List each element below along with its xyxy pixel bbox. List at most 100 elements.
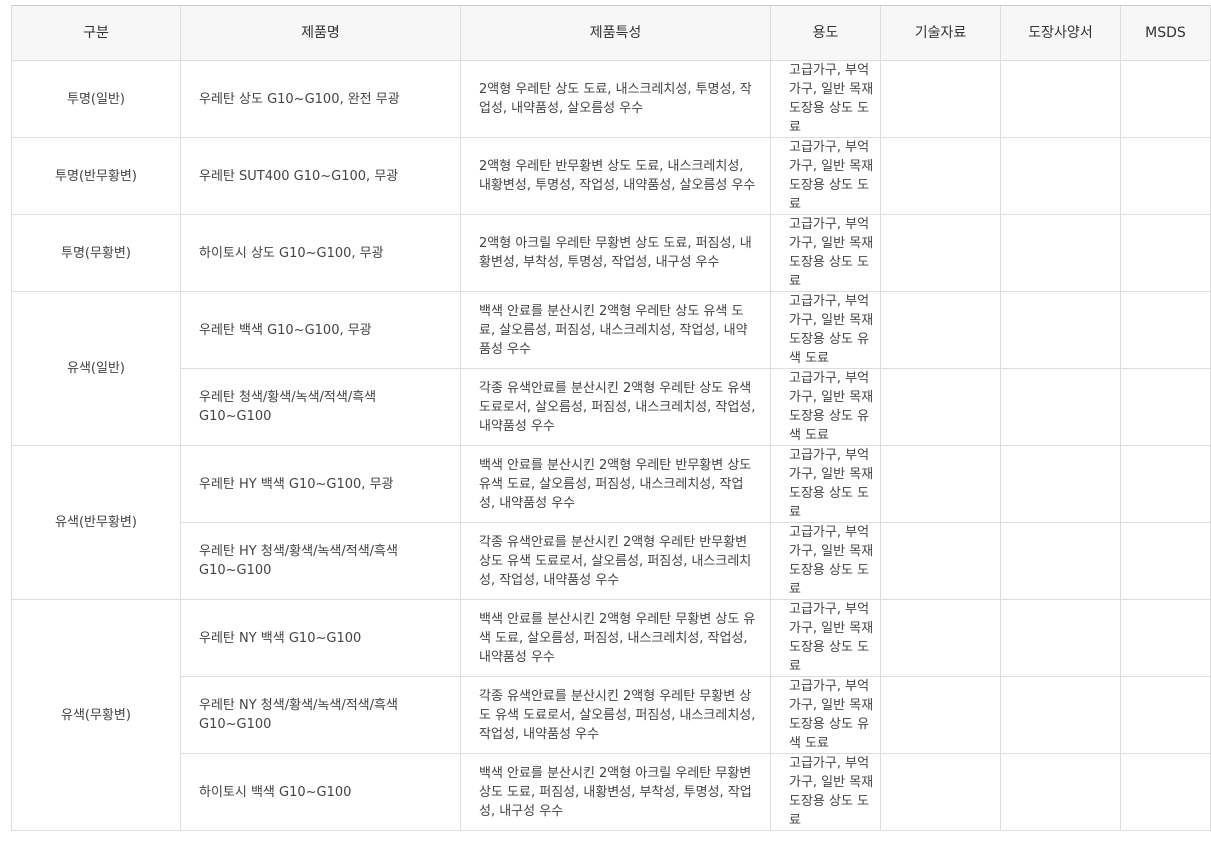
product-usage-text: 고급가구, 부억가구, 일반 목재 도장용 상도 도료 xyxy=(789,63,874,135)
header-cell-text: MSDS xyxy=(1145,24,1186,41)
product-name-text: 우레탄 NY 청색/황색/녹색/적색/흑색 G10~G100 xyxy=(199,698,398,732)
empty-cell xyxy=(1121,677,1211,754)
product-features-text: 각종 유색안료를 분산시킨 2액형 우레탄 반무황변 상도 유색 도료로서, 살… xyxy=(479,534,752,588)
header-cell: 제품명 xyxy=(181,5,461,61)
product-name: 우레탄 백색 G10~G100, 무광 xyxy=(181,292,461,369)
header-cell: 용도 xyxy=(771,5,881,61)
product-usage: 고급가구, 부억가구, 일반 목재 도장용 상도 유색 도료 xyxy=(771,369,881,446)
product-name: 하이토시 백색 G10~G100 xyxy=(181,754,461,831)
group-cell: 투명(일반) xyxy=(11,61,181,138)
product-features: 각종 유색안료를 분산시킨 2액형 우레탄 반무황변 상도 유색 도료로서, 살… xyxy=(461,523,771,600)
empty-cell xyxy=(881,754,1001,831)
product-name-text: 우레탄 청색/황색/녹색/적색/흑색 G10~G100 xyxy=(199,390,377,424)
empty-cell xyxy=(881,369,1001,446)
product-features-text: 2액형 아크릴 우레탄 무황변 상도 도료, 퍼짐성, 내황변성, 부착성, 투… xyxy=(479,236,752,270)
product-features-text: 백색 안료를 분산시킨 2액형 우레탄 무황변 상도 유색 도료, 살오름성, … xyxy=(479,611,756,665)
product-features: 백색 안료를 분산시킨 2액형 우레탄 반무황변 상도 유색 도료, 살오름성,… xyxy=(461,446,771,523)
product-features-text: 각종 유색안료를 분산시킨 2액형 우레탄 상도 유색 도료로서, 살오름성, … xyxy=(479,380,756,434)
product-usage: 고급가구, 부억가구, 일반 목재 도장용 상도 유색 도료 xyxy=(771,292,881,369)
empty-cell xyxy=(1001,292,1121,369)
empty-cell xyxy=(881,138,1001,215)
empty-cell xyxy=(1121,523,1211,600)
product-features: 각종 유색안료를 분산시킨 2액형 우레탄 무황변 상도 유색 도료로서, 살오… xyxy=(461,677,771,754)
empty-cell xyxy=(1121,61,1211,138)
empty-cell xyxy=(1121,215,1211,292)
header-cell-text: 기술자료 xyxy=(914,24,967,41)
product-features: 2액형 우레탄 반무황변 상도 도료, 내스크레치성, 내황변성, 투명성, 작… xyxy=(461,138,771,215)
empty-cell xyxy=(1001,369,1121,446)
empty-cell xyxy=(1001,138,1121,215)
product-features: 백색 안료를 분산시킨 2액형 아크릴 우레탄 무황변 상도 도료, 퍼짐성, … xyxy=(461,754,771,831)
header-cell-text: 제품명 xyxy=(301,24,340,41)
empty-cell xyxy=(1001,677,1121,754)
product-features-text: 백색 안료를 분산시킨 2액형 우레탄 반무황변 상도 유색 도료, 살오름성,… xyxy=(479,457,752,511)
empty-cell xyxy=(881,215,1001,292)
empty-cell xyxy=(881,292,1001,369)
product-features-text: 2액형 우레탄 상도 도료, 내스크레치성, 투명성, 작업성, 내약품성, 살… xyxy=(479,82,752,116)
header-cell-text: 용도 xyxy=(812,24,839,41)
product-name-text: 우레탄 HY 백색 G10~G100, 무광 xyxy=(199,476,394,492)
empty-cell xyxy=(1001,446,1121,523)
product-name-text: 우레탄 백색 G10~G100, 무광 xyxy=(199,322,372,338)
header-cell: 제품특성 xyxy=(461,5,771,61)
product-name-text: 우레탄 SUT400 G10~G100, 무광 xyxy=(199,168,399,184)
empty-cell xyxy=(881,446,1001,523)
product-features-text: 각종 유색안료를 분산시킨 2액형 우레탄 무황변 상도 유색 도료로서, 살오… xyxy=(479,688,756,742)
group-cell-text: 투명(반무황변) xyxy=(55,168,137,184)
product-name: 우레탄 HY 청색/황색/녹색/적색/흑색 G10~G100 xyxy=(181,523,461,600)
empty-cell xyxy=(1121,369,1211,446)
group-cell-text: 투명(일반) xyxy=(67,91,125,107)
empty-cell xyxy=(1001,61,1121,138)
group-cell: 유색(반무황변) xyxy=(11,446,181,600)
product-usage-text: 고급가구, 부억가구, 일반 목재 도장용 상도 도료 xyxy=(789,525,874,597)
product-usage: 고급가구, 부억가구, 일반 목재 도장용 상도 도료 xyxy=(771,61,881,138)
product-usage: 고급가구, 부억가구, 일반 목재 도장용 상도 도료 xyxy=(771,754,881,831)
empty-cell xyxy=(1121,292,1211,369)
product-name: 우레탄 HY 백색 G10~G100, 무광 xyxy=(181,446,461,523)
product-usage: 고급가구, 부억가구, 일반 목재 도장용 상도 도료 xyxy=(771,600,881,677)
product-usage-text: 고급가구, 부억가구, 일반 목재 도장용 상도 도료 xyxy=(789,140,874,212)
product-features: 백색 안료를 분산시킨 2액형 우레탄 무황변 상도 유색 도료, 살오름성, … xyxy=(461,600,771,677)
product-usage: 고급가구, 부억가구, 일반 목재 도장용 상도 도료 xyxy=(771,215,881,292)
empty-cell xyxy=(1121,600,1211,677)
product-features: 백색 안료를 분산시킨 2액형 우레탄 상도 유색 도료, 살오름성, 퍼짐성,… xyxy=(461,292,771,369)
product-usage-text: 고급가구, 부억가구, 일반 목재 도장용 상도 도료 xyxy=(789,448,874,520)
product-usage: 고급가구, 부억가구, 일반 목재 도장용 상도 도료 xyxy=(771,523,881,600)
header-cell-text: 도장사양서 xyxy=(1028,24,1093,41)
group-cell: 유색(무황변) xyxy=(11,600,181,831)
empty-cell xyxy=(1001,754,1121,831)
empty-cell xyxy=(1121,754,1211,831)
header-cell: 기술자료 xyxy=(881,5,1001,61)
empty-cell xyxy=(881,523,1001,600)
empty-cell xyxy=(881,677,1001,754)
group-cell: 투명(무황변) xyxy=(11,215,181,292)
product-usage: 고급가구, 부억가구, 일반 목재 도장용 상도 유색 도료 xyxy=(771,677,881,754)
empty-cell xyxy=(881,61,1001,138)
product-features: 2액형 아크릴 우레탄 무황변 상도 도료, 퍼짐성, 내황변성, 부착성, 투… xyxy=(461,215,771,292)
empty-cell xyxy=(881,600,1001,677)
group-cell-text: 유색(무황변) xyxy=(61,707,131,723)
empty-cell xyxy=(1001,215,1121,292)
product-features-text: 2액형 우레탄 반무황변 상도 도료, 내스크레치성, 내황변성, 투명성, 작… xyxy=(479,159,756,193)
product-features-text: 백색 안료를 분산시킨 2액형 우레탄 상도 유색 도료, 살오름성, 퍼짐성,… xyxy=(479,303,748,357)
product-name-text: 하이토시 백색 G10~G100 xyxy=(199,784,352,800)
product-name: 하이토시 상도 G10~G100, 무광 xyxy=(181,215,461,292)
empty-cell xyxy=(1121,138,1211,215)
product-usage: 고급가구, 부억가구, 일반 목재 도장용 상도 도료 xyxy=(771,138,881,215)
empty-cell xyxy=(1001,600,1121,677)
product-usage-text: 고급가구, 부억가구, 일반 목재 도장용 상도 도료 xyxy=(789,217,874,289)
header-cell: 도장사양서 xyxy=(1001,5,1121,61)
product-name: 우레탄 NY 백색 G10~G100 xyxy=(181,600,461,677)
product-name: 우레탄 상도 G10~G100, 완전 무광 xyxy=(181,61,461,138)
group-cell-text: 유색(반무황변) xyxy=(55,515,137,530)
product-name-text: 우레탄 NY 백색 G10~G100 xyxy=(199,630,362,646)
product-features: 2액형 우레탄 상도 도료, 내스크레치성, 투명성, 작업성, 내약품성, 살… xyxy=(461,61,771,138)
empty-cell xyxy=(1121,446,1211,523)
header-cell: 구분 xyxy=(11,5,181,61)
product-name-text: 우레탄 HY 청색/황색/녹색/적색/흑색 G10~G100 xyxy=(199,544,398,578)
product-name: 우레탄 청색/황색/녹색/적색/흑색 G10~G100 xyxy=(181,369,461,446)
header-cell: MSDS xyxy=(1121,5,1211,61)
product-usage-text: 고급가구, 부억가구, 일반 목재 도장용 상도 유색 도료 xyxy=(789,371,874,443)
group-cell-text: 투명(무황변) xyxy=(61,245,131,261)
